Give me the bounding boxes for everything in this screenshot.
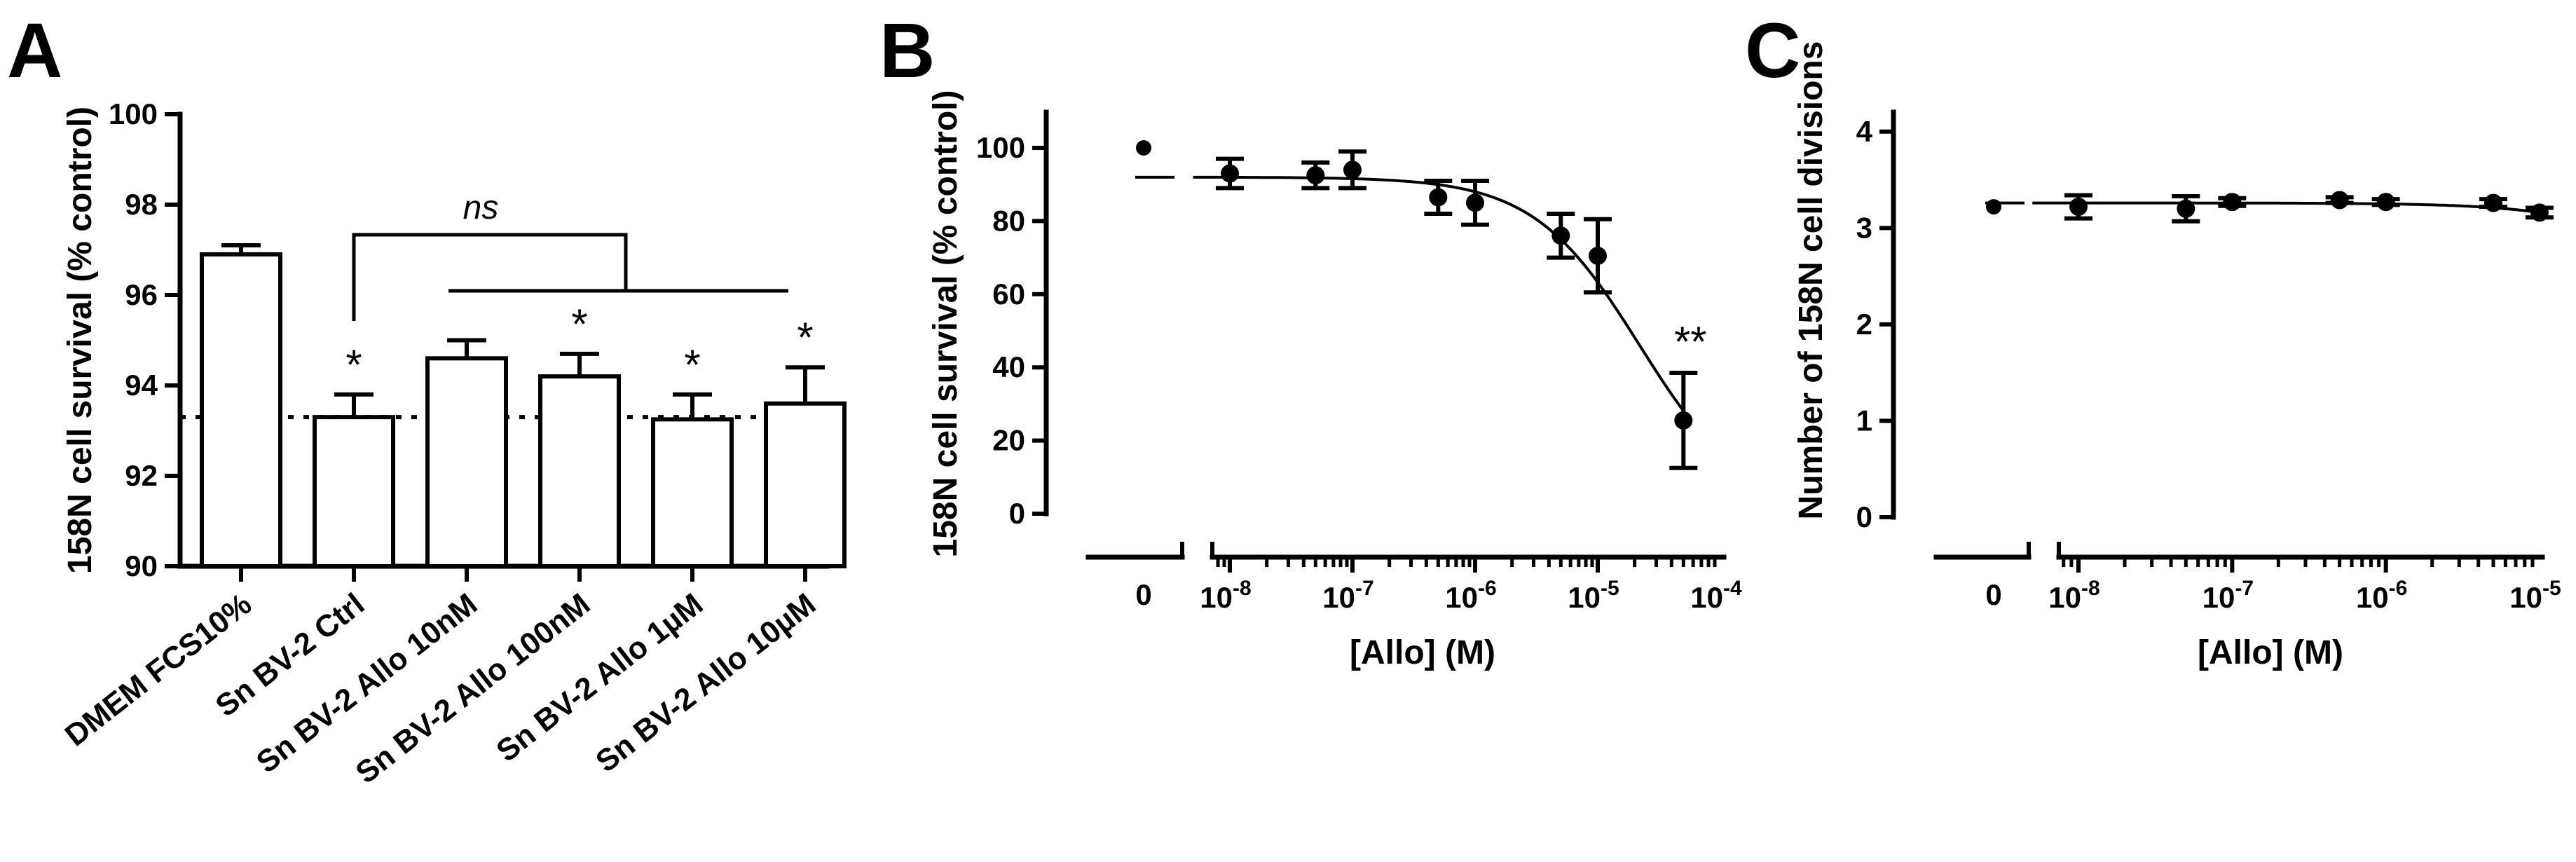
category-label: DMEM FCS10% — [59, 587, 258, 753]
ns-label: ns — [463, 189, 499, 226]
x-tick-base: 10 — [2048, 581, 2081, 614]
x-tick-exponent: -5 — [2542, 577, 2561, 600]
significance-star: * — [571, 301, 587, 348]
y-tick-label: 1 — [1856, 404, 1872, 437]
data-point — [2069, 198, 2088, 217]
y-tick-label: 94 — [125, 369, 158, 402]
y-tick-label: 20 — [992, 424, 1025, 457]
x-zero-label: 0 — [1135, 578, 1151, 611]
data-point — [2530, 203, 2549, 222]
y-tick-label: 0 — [1856, 500, 1872, 533]
x-tick-base: 10 — [2202, 581, 2235, 614]
data-point — [1466, 193, 1484, 212]
bar — [200, 252, 282, 568]
y-tick-label: 80 — [992, 204, 1025, 237]
bar — [313, 415, 395, 569]
x-tick-exponent: -6 — [2389, 577, 2408, 600]
data-point — [2483, 193, 2502, 212]
x-tick-exponent: -6 — [1478, 577, 1497, 600]
panel-label-a: A — [7, 8, 62, 94]
x-tick-label: 10-7 — [2202, 577, 2254, 614]
x-tick-label: 10-6 — [1445, 577, 1496, 614]
y-tick-label: 98 — [125, 188, 158, 221]
x-axis-label: [Allo] (M) — [2198, 634, 2343, 671]
data-point — [1674, 411, 1693, 430]
data-point — [1589, 246, 1607, 265]
x-tick-label: 10-8 — [2048, 577, 2099, 614]
y-tick-label: 100 — [976, 131, 1025, 164]
x-tick-base: 10 — [1200, 581, 1233, 614]
y-tick-label: 100 — [109, 97, 158, 130]
fit-curve — [2032, 201, 2540, 214]
data-point — [2223, 193, 2242, 212]
panel-label-b: B — [879, 8, 935, 94]
x-tick-label: 10-7 — [1322, 577, 1373, 614]
data-point — [1221, 164, 1239, 183]
panel-label-c: C — [1745, 8, 1800, 94]
x-tick-exponent: -4 — [1723, 577, 1742, 600]
ns-bracket-upper — [352, 233, 628, 321]
x-tick-exponent: -8 — [2081, 577, 2100, 600]
bar — [651, 417, 734, 568]
x-tick-base: 10 — [1445, 581, 1478, 614]
significance-star: * — [684, 341, 700, 388]
x-tick-base: 10 — [2356, 581, 2389, 614]
data-point — [2330, 191, 2349, 210]
y-axis-label: 158N cell survival (% control) — [62, 107, 99, 574]
data-point — [2177, 199, 2195, 218]
x-tick-exponent: -7 — [2235, 577, 2254, 600]
y-tick-label: 90 — [125, 549, 158, 582]
x-tick-exponent: -5 — [1601, 577, 1619, 600]
x-tick-label: 10-5 — [2509, 577, 2561, 614]
y-tick-label: 3 — [1856, 211, 1872, 244]
significance-star: ** — [1674, 318, 1707, 365]
data-point — [1306, 166, 1325, 185]
zero-dose-point — [1986, 199, 2001, 215]
bar — [425, 356, 508, 568]
x-tick-label: 10-6 — [2356, 577, 2407, 614]
significance-star: * — [797, 314, 813, 361]
x-zero-label: 0 — [1985, 578, 2001, 611]
x-tick-base: 10 — [1568, 581, 1601, 614]
x-tick-exponent: -8 — [1233, 577, 1252, 600]
y-tick-label: 60 — [992, 278, 1025, 310]
x-tick-label: 10-8 — [1200, 577, 1251, 614]
y-axis-label: 158N cell survival (% control) — [927, 90, 964, 558]
bar — [538, 374, 621, 568]
bar — [764, 401, 847, 568]
y-tick-label: 4 — [1856, 115, 1873, 148]
significance-star: * — [345, 341, 362, 388]
y-tick-label: 2 — [1856, 308, 1872, 341]
y-tick-label: 96 — [125, 278, 158, 311]
x-axis-label: [Allo] (M) — [1350, 634, 1495, 671]
panel-a-bar-chart: 90 92 94 96 98 100 158N cell survival (% contr… — [59, 97, 847, 791]
x-tick-label: 10-4 — [1690, 577, 1742, 614]
x-tick-base: 10 — [1690, 581, 1723, 614]
x-tick-label: 10-5 — [1568, 577, 1619, 614]
zero-dose-point — [1136, 140, 1151, 156]
y-axis-label: Number of 158N cell divisions — [1793, 41, 1830, 520]
y-tick-label: 92 — [125, 459, 158, 492]
x-tick-base: 10 — [2509, 581, 2542, 614]
x-tick-exponent: -7 — [1355, 577, 1374, 600]
data-point — [2376, 193, 2395, 212]
data-point — [1343, 160, 1362, 179]
data-point — [1429, 188, 1448, 207]
y-tick-label: 40 — [992, 350, 1025, 383]
category-label: Sn BV-2 Allo 1µM — [490, 587, 709, 768]
x-tick-base: 10 — [1322, 581, 1355, 614]
y-tick-label: 0 — [1009, 497, 1025, 530]
data-point — [1551, 226, 1570, 245]
